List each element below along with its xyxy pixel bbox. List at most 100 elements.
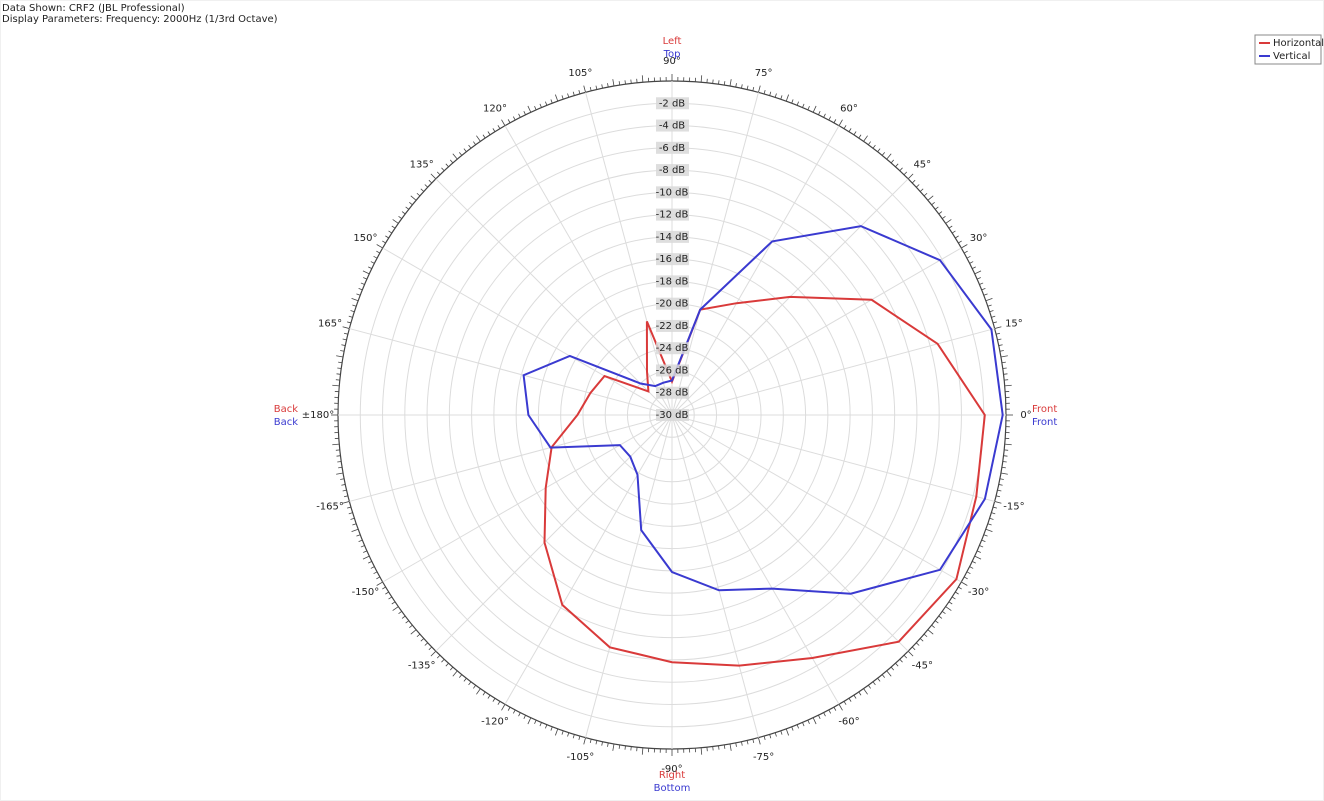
grid-spoke	[349, 414, 673, 502]
minor-tick	[572, 734, 575, 739]
minor-tick	[729, 79, 732, 87]
minor-tick	[994, 501, 1002, 504]
angle-label: 45°	[913, 160, 931, 171]
grid-spoke	[671, 247, 962, 416]
minor-tick	[338, 466, 343, 469]
minor-tick	[763, 735, 766, 741]
r-label-box	[656, 208, 689, 221]
minor-tick	[989, 517, 994, 520]
minor-tick	[997, 489, 1002, 492]
minor-tick	[741, 741, 743, 746]
minor-tick	[828, 116, 832, 121]
minor-tick	[923, 192, 928, 197]
grid-spoke	[504, 414, 673, 705]
minor-tick	[332, 443, 340, 446]
minor-tick	[336, 472, 344, 475]
minor-tick	[561, 95, 564, 100]
minor-tick	[746, 740, 749, 745]
minor-tick	[934, 206, 939, 210]
r-label-box	[656, 386, 689, 399]
minor-tick	[370, 566, 375, 569]
grid-spoke	[671, 414, 995, 502]
minor-tick	[534, 719, 537, 724]
minor-tick	[583, 737, 586, 745]
r-label-box	[656, 297, 689, 310]
minor-tick	[863, 688, 868, 695]
minor-tick	[823, 712, 826, 717]
minor-tick	[449, 666, 454, 671]
r-label-box	[656, 275, 689, 288]
minor-tick	[523, 111, 526, 115]
minor-tick	[487, 131, 491, 136]
minor-tick	[966, 255, 971, 259]
r-label-box	[656, 364, 689, 377]
minor-tick	[452, 670, 458, 677]
minor-tick	[992, 321, 998, 324]
minor-tick	[391, 601, 396, 605]
minor-tick	[512, 116, 516, 121]
r-tick-label: -18 dB	[656, 276, 689, 287]
grid-spoke	[671, 92, 759, 416]
minor-tick	[934, 620, 939, 624]
r-tick-label: -16 dB	[656, 254, 689, 265]
minor-tick	[915, 184, 920, 188]
minor-tick	[430, 173, 437, 180]
minor-tick	[838, 119, 843, 126]
angle-label: -165°	[316, 502, 344, 513]
minor-tick	[567, 732, 570, 737]
minor-tick	[780, 730, 783, 735]
minor-tick	[1000, 472, 1008, 475]
minor-tick	[955, 235, 959, 239]
minor-tick	[445, 662, 449, 667]
minor-tick	[958, 586, 962, 590]
direction-label: Back	[274, 404, 298, 415]
minor-tick	[338, 361, 343, 364]
r-label-box	[656, 141, 689, 154]
r-tick-label: -22 dB	[656, 321, 689, 332]
r-label-box	[656, 119, 689, 132]
minor-tick	[458, 674, 463, 678]
grid-spoke	[671, 328, 995, 416]
minor-tick	[899, 658, 903, 663]
minor-tick	[595, 85, 598, 90]
minor-tick	[951, 596, 956, 600]
minor-tick	[618, 744, 621, 749]
minor-tick	[877, 148, 881, 153]
minor-tick	[881, 152, 886, 156]
r-tick-label: -4 dB	[659, 121, 685, 132]
minor-tick	[482, 134, 486, 139]
minor-tick	[976, 277, 981, 280]
grid-spoke	[435, 414, 673, 652]
minor-tick	[376, 250, 381, 254]
minor-tick	[958, 240, 962, 244]
minor-tick	[700, 747, 703, 755]
r-label-box	[656, 186, 689, 199]
minor-tick	[1002, 461, 1007, 463]
minor-tick	[449, 159, 454, 164]
minor-tick	[482, 691, 486, 696]
minor-tick	[382, 240, 386, 244]
minor-tick	[718, 745, 720, 750]
minor-tick	[985, 297, 993, 302]
minor-tick	[624, 745, 626, 750]
minor-tick	[785, 728, 790, 736]
minor-tick	[358, 288, 363, 291]
minor-tick	[969, 566, 974, 569]
minor-tick	[612, 79, 615, 87]
minor-tick	[342, 501, 350, 504]
minor-tick	[589, 738, 592, 744]
grid-spoke	[671, 414, 909, 652]
r-label-box	[656, 342, 689, 355]
minor-tick	[441, 167, 445, 172]
minor-tick	[802, 103, 805, 108]
minor-tick	[497, 701, 501, 705]
minor-tick	[989, 310, 994, 313]
minor-tick	[931, 201, 935, 206]
minor-tick	[507, 706, 511, 711]
minor-tick	[492, 698, 496, 702]
grid-spoke	[585, 414, 673, 738]
r-tick-label: -24 dB	[656, 343, 689, 354]
grid-spoke	[504, 125, 673, 416]
minor-tick	[487, 694, 491, 699]
